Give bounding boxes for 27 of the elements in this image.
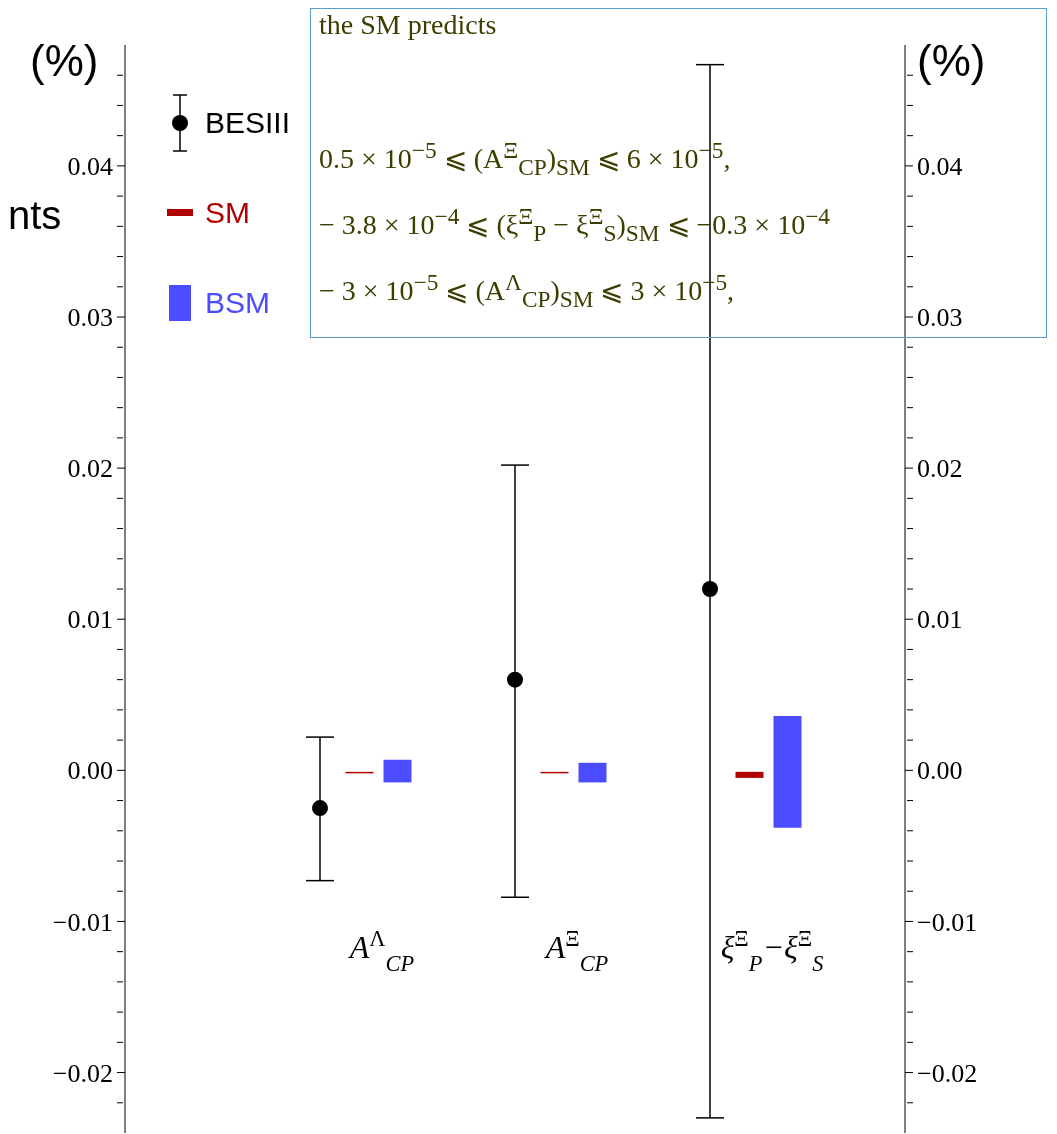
y2-tick-label: 0.04 <box>917 151 963 181</box>
bar <box>383 759 412 783</box>
y2-tick-label: 0.01 <box>917 605 963 635</box>
legend-label: BSM <box>205 286 271 320</box>
y2-tick-label: −0.02 <box>917 1058 978 1088</box>
y-tick-label: 0.01 <box>67 605 113 635</box>
y2-tick-label: 0.03 <box>917 303 963 333</box>
bar <box>773 715 802 828</box>
y-tick-label: −0.01 <box>52 907 113 937</box>
point <box>702 581 718 597</box>
y2-tick-label: −0.01 <box>917 907 978 937</box>
y2-axis-title: (%) <box>917 36 986 86</box>
bar <box>735 771 764 778</box>
y-tick-label: 0.02 <box>67 454 113 484</box>
y2-tick-label: 0.00 <box>917 756 963 786</box>
text: nts <box>8 193 62 238</box>
point <box>312 800 328 817</box>
legend-label: SM <box>205 196 250 230</box>
y-tick-label: 0.04 <box>67 151 113 181</box>
bar <box>578 762 607 783</box>
y-tick-label: 0.00 <box>67 756 113 786</box>
y-tick-label: 0.03 <box>67 303 113 333</box>
y2-tick-label: 0.02 <box>917 454 963 484</box>
y-axis-title: (%) <box>30 36 99 86</box>
point <box>507 671 523 688</box>
legend-label: BESIII <box>205 106 291 140</box>
y-tick-label: −0.02 <box>52 1058 113 1088</box>
